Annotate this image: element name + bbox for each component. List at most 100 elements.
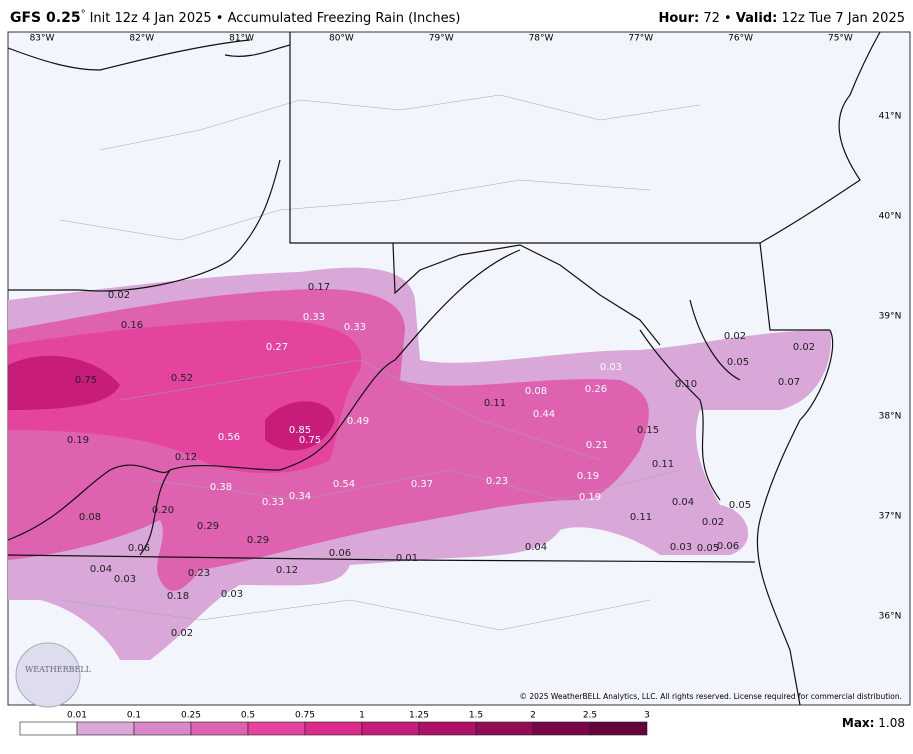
colorbar-label: 1.5 [469,711,483,721]
precip-shading [8,267,831,660]
value-label: 0.02 [171,628,193,639]
longitude-label: 80°W [329,34,354,44]
state-borders-south [7,249,756,563]
value-label: 0.11 [484,398,506,409]
value-label: 0.03 [114,574,136,585]
value-label: 0.02 [793,342,815,353]
colorbar-swatch [190,721,249,736]
run-info: Init 12z 4 Jan 2025 • Accumulated Freezi… [90,11,461,26]
longitude-labels: 83°W 82°W 81°W 80°W 79°W 78°W 77°W 76°W 75°W [30,34,853,44]
value-label: 0.05 [727,357,749,368]
longitude-label: 75°W [828,34,853,44]
value-label: 0.75 [299,435,321,446]
longitude-label: 77°W [628,34,653,44]
value-label: 0.03 [600,362,622,373]
value-label: 0.02 [108,290,130,301]
longitude-label: 78°W [529,34,554,44]
colorbar-label: 0.75 [295,711,315,721]
value-label: 0.02 [724,331,746,342]
colorbar-swatch [133,721,192,736]
latitude-label: 40°N [879,212,902,222]
shade-max [8,355,335,451]
value-label: 0.49 [347,416,369,427]
value-label: 0.04 [90,564,112,575]
logo-mark [15,642,81,708]
model-name: GFS 0.25 [10,10,81,26]
value-label: 0.06 [128,543,150,554]
latitude-label: 41°N [879,112,902,122]
state-borders-north [289,32,830,346]
valid-label: Valid: [736,11,778,26]
max-label: Max: [842,716,875,730]
copyright: © 2025 WeatherBELL Analytics, LLC. All r… [520,692,902,701]
degree: ° [81,9,86,20]
coastline [639,31,881,706]
value-label: 0.17 [308,282,330,293]
latitude-label: 37°N [879,512,902,522]
colorbar-label: 0.01 [67,711,87,721]
value-label: 0.52 [171,373,193,384]
value-label: 0.23 [188,568,210,579]
colorbar-label: 2 [530,711,536,721]
colorbar-label: 1.25 [409,711,429,721]
value-label: 0.34 [289,491,311,502]
colorbar-label: 1 [359,711,365,721]
value-label: 0.19 [579,492,601,503]
value-label: 0.10 [675,379,697,390]
value-label: 0.20 [152,505,174,516]
map: 83°W 82°W 81°W 80°W 79°W 78°W 77°W 76°W 75°W 41°… [7,31,911,708]
value-label: 0.04 [525,542,547,553]
colorbar-swatch [361,721,420,736]
colorbar-label: 0.1 [127,711,141,721]
value-label: 0.03 [221,589,243,600]
logo: WEATHERBELL [25,665,92,674]
value-label: 0.06 [329,548,351,559]
model: GFS 0.25° Init 12z 4 Jan 2025 • Accumulat… [10,9,460,26]
colorbar: 0.01 0.1 0.25 0.5 0.75 1 1.25 1.5 2 2.5 3 [19,711,650,736]
colorbar-swatch [247,721,306,736]
value-label: 0.11 [630,512,652,523]
value-label: 0.33 [262,497,284,508]
value-label: 0.44 [533,409,555,420]
value-label: 0.01 [396,553,418,564]
longitude-label: 81°W [229,34,254,44]
latitude-labels: 41°N 40°N 39°N 38°N 37°N 36°N [879,112,902,622]
value-label: 0.04 [672,497,694,508]
value-label: 0.27 [266,342,288,353]
value-label: 0.33 [303,312,325,323]
longitude-label: 79°W [429,34,454,44]
value-label: 0.54 [333,479,355,490]
value-label: 0.08 [79,512,101,523]
value-label: 0.21 [586,440,608,451]
value-label: 0.56 [218,432,240,443]
value-label: 0.75 [75,375,97,386]
value-label: 0.02 [702,517,724,528]
value-label: 0.12 [175,452,197,463]
boundaries [7,31,881,706]
colorbar-label: 3 [644,711,650,721]
value-label: 0.05 [697,543,719,554]
value-label: 0.12 [276,565,298,576]
longitude-label: 76°W [728,34,753,44]
hour-label: Hour: [659,11,700,26]
value-label: 0.19 [67,435,89,446]
value-label: 0.05 [729,500,751,511]
value-label: 0.11 [652,459,674,470]
value-label: 0.18 [167,591,189,602]
colorbar-label: 2.5 [583,711,597,721]
hour: 72 • [703,11,731,26]
value-label: 0.16 [121,320,143,331]
value-label: 0.33 [344,322,366,333]
colorbar-swatch [589,721,648,736]
colorbar-label: 0.5 [241,711,255,721]
value-label: 0.03 [670,542,692,553]
latitude-label: 39°N [879,312,902,322]
value-label: 0.06 [717,541,739,552]
max-value: 1.08 [878,716,905,730]
longitude-label: 82°W [129,34,154,44]
value-label: 0.23 [486,476,508,487]
colorbar-swatch [19,721,78,736]
colorbar-swatch [76,721,135,736]
max-info: Max: 1.08 [842,716,905,730]
